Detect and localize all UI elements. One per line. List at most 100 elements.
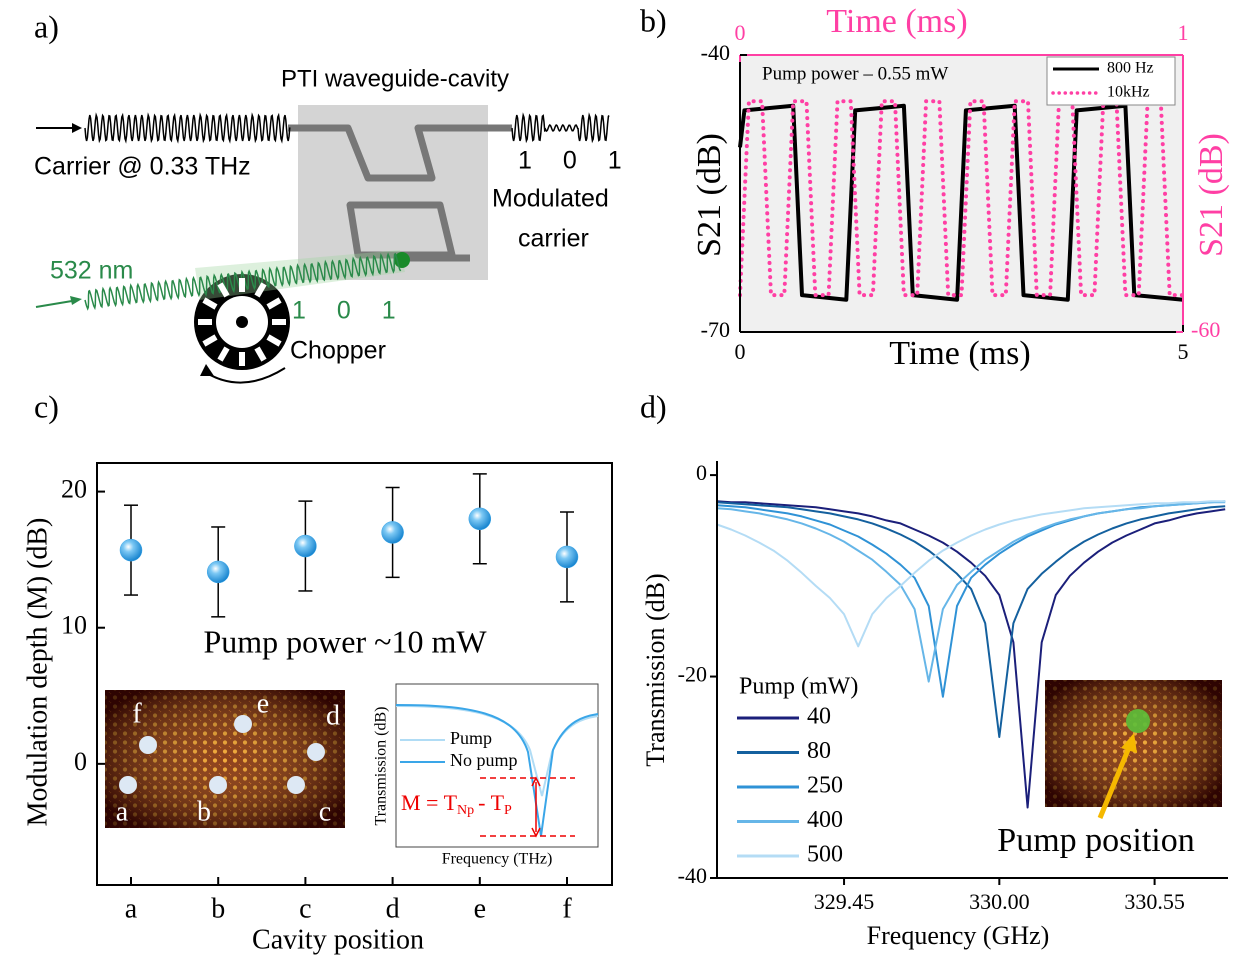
device-title: PTI waveguide-cavity <box>281 65 509 92</box>
inset-x-label: Frequency (THz) <box>442 851 553 868</box>
chopper-slot <box>217 282 230 298</box>
position-dot <box>307 743 325 761</box>
y-tick-label: -40 <box>701 40 730 65</box>
legend-box <box>1046 56 1176 106</box>
y-axis-label: Modulation depth (M) (dB) <box>22 518 53 827</box>
wave <box>84 252 402 311</box>
arrow-head <box>531 776 541 838</box>
arrow-head <box>72 123 82 133</box>
equation-part: - T <box>478 790 504 815</box>
x-axis-label: Cavity position <box>252 924 424 955</box>
rotation-arrow <box>204 367 286 384</box>
x-tick-label: f <box>562 893 572 924</box>
legend-label: 400 <box>807 807 843 833</box>
y-tick-label: -40 <box>678 863 707 888</box>
equation: M = TNp - TP <box>401 790 512 818</box>
panel-label: a) <box>34 8 59 44</box>
marker <box>119 538 143 562</box>
panel-label: c) <box>34 388 59 424</box>
position-label: e <box>257 688 269 719</box>
legend-label: 80 <box>807 738 831 764</box>
plot-frame <box>96 462 613 886</box>
legend-label: No pump <box>450 750 518 770</box>
y-tick-label: 0 <box>74 747 87 776</box>
chopper-slot <box>202 334 218 347</box>
position-label: f <box>132 698 142 729</box>
diagram: PTI waveguide-cavity Carrier @ 0.33 THz … <box>34 65 634 384</box>
legend-label: 250 <box>807 773 843 799</box>
bits-label: 1 0 1 <box>518 147 634 175</box>
y-tick-label: -70 <box>701 317 730 342</box>
position-dot <box>139 736 157 754</box>
y-axis-label: Transmission (dB) <box>641 573 670 766</box>
series-line <box>716 501 1226 738</box>
x-axis-label: Time (ms) <box>889 335 1030 372</box>
panel-label: d) <box>640 388 667 424</box>
position-dot <box>234 715 252 733</box>
arrow-head <box>70 296 82 305</box>
inset-chart: Pump No pump M = TNp - TP Transmission (d… <box>373 683 599 868</box>
inset-y-label: Transmission (dB) <box>373 707 390 826</box>
bits-label: 1 0 1 <box>292 297 408 325</box>
series-line <box>716 500 1226 698</box>
x-tick-label: 329.45 <box>814 889 875 914</box>
legend-label: 40 <box>807 704 831 730</box>
arrow-head <box>200 364 214 376</box>
x-tick-label: 0 <box>735 339 746 364</box>
x-axis-label: Frequency (GHz) <box>867 921 1050 950</box>
waveguide <box>288 124 512 182</box>
pump-spot <box>1126 709 1150 733</box>
output-label: Modulated <box>492 185 609 213</box>
inset-image: f e d a b c <box>105 688 345 828</box>
x2-tick-label: 1 <box>1178 20 1189 45</box>
chopper-slot <box>202 297 218 310</box>
inset-frame <box>395 683 599 848</box>
series-line <box>716 501 1226 683</box>
marker <box>468 507 492 531</box>
equation-sub: Np <box>457 803 474 818</box>
annotation: Pump power ~10 mW <box>203 623 487 659</box>
legend-label: 800 Hz <box>1107 60 1154 77</box>
inset-curve <box>395 704 599 837</box>
laser-label: 532 nm <box>50 257 133 285</box>
y-tick-label: 0 <box>696 460 707 485</box>
chopper-label: Chopper <box>290 337 386 365</box>
y-tick-label: 10 <box>61 611 87 640</box>
arrow-head <box>1121 733 1137 753</box>
position-label: d <box>326 700 340 731</box>
x-tick-label: a <box>125 893 138 924</box>
legend-title: Pump (mW) <box>739 674 858 700</box>
chopper-slot <box>266 297 282 310</box>
lattice-shade <box>105 690 345 828</box>
legend-label: Pump <box>450 728 492 748</box>
y-tick-label: -20 <box>678 662 707 687</box>
chopper-slot <box>254 282 267 298</box>
wave <box>544 123 579 133</box>
legend-label: 10kHz <box>1107 84 1150 101</box>
chopper-slot <box>266 334 282 347</box>
annotation: Pump power – 0.55 mW <box>762 63 948 84</box>
series-line <box>716 500 1226 648</box>
y-tick-label: 20 <box>61 475 87 504</box>
x-tick-label: b <box>211 893 225 924</box>
y2-tick-label: -60 <box>1191 317 1220 342</box>
x-tick-label: 330.00 <box>969 889 1030 914</box>
output-label: carrier <box>518 225 589 253</box>
marker <box>294 534 317 558</box>
wave <box>577 112 610 144</box>
position-label: b <box>197 796 211 827</box>
position-dot <box>209 776 227 794</box>
position-label: a <box>116 796 129 827</box>
arrow <box>35 299 79 308</box>
position-dot <box>119 776 137 794</box>
panel-label: b) <box>640 2 667 38</box>
wave <box>511 112 546 144</box>
chopper-slot <box>217 346 230 362</box>
series-line <box>716 500 1226 809</box>
x2-tick-label: 0 <box>735 20 746 45</box>
cavity <box>346 201 470 262</box>
legend-label: 500 <box>807 842 843 868</box>
position-dot <box>287 776 305 794</box>
